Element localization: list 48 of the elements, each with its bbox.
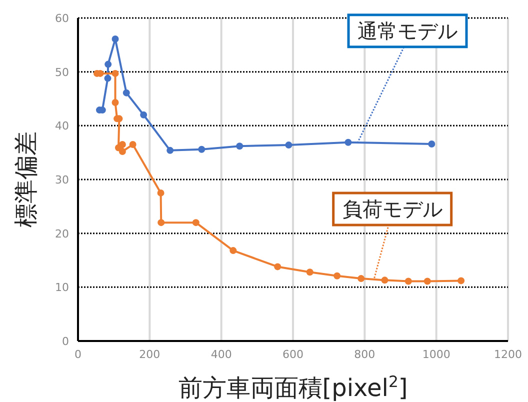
point: [140, 111, 148, 118]
y-tick-label: 50: [55, 66, 69, 79]
point: [428, 140, 436, 148]
y-tick-label: 40: [55, 120, 69, 133]
point: [118, 148, 126, 156]
point: [122, 89, 130, 96]
point: [404, 278, 412, 285]
point: [334, 272, 341, 280]
y-axis-title: 標準偏差: [12, 132, 40, 228]
x-axis-title: 前方車両面積[pixel$^{2}$]: [178, 373, 408, 402]
point: [157, 189, 164, 196]
point: [192, 219, 200, 226]
point: [198, 146, 206, 153]
x-tick-label: 400: [210, 348, 232, 361]
point: [306, 268, 314, 276]
point: [112, 70, 119, 77]
point: [236, 142, 244, 150]
x-tick-label: 0: [74, 348, 82, 361]
x-tick-label: 800: [354, 348, 376, 361]
y-tick-label: 30: [55, 174, 69, 186]
callout: 負荷モデル: [332, 192, 453, 278]
point: [112, 99, 119, 106]
point: [424, 278, 431, 285]
point: [285, 142, 292, 149]
point: [381, 276, 388, 284]
x-tick-label: 200: [139, 348, 160, 361]
annotation: 負荷モデル: [342, 197, 442, 222]
point: [458, 277, 465, 284]
y-tick-label: 20: [55, 227, 69, 240]
y-tick-label: 10: [55, 281, 69, 294]
point: [104, 60, 112, 68]
callout: 通常モデル: [347, 14, 468, 144]
point: [344, 138, 352, 146]
y-tick-label: 0: [62, 335, 69, 348]
point: [274, 263, 282, 270]
x-tick-label: 1200: [494, 348, 522, 361]
x-tick-label: 600: [282, 348, 304, 361]
point: [118, 141, 126, 148]
point: [129, 141, 136, 148]
point: [104, 74, 112, 82]
annotation: 通常モデル: [358, 18, 458, 43]
point: [166, 146, 174, 154]
point: [158, 219, 165, 226]
point: [230, 247, 237, 254]
point: [112, 35, 119, 42]
x-tick-label: 1000: [422, 348, 450, 361]
y-tick-label: 60: [55, 12, 69, 25]
point: [358, 275, 365, 282]
